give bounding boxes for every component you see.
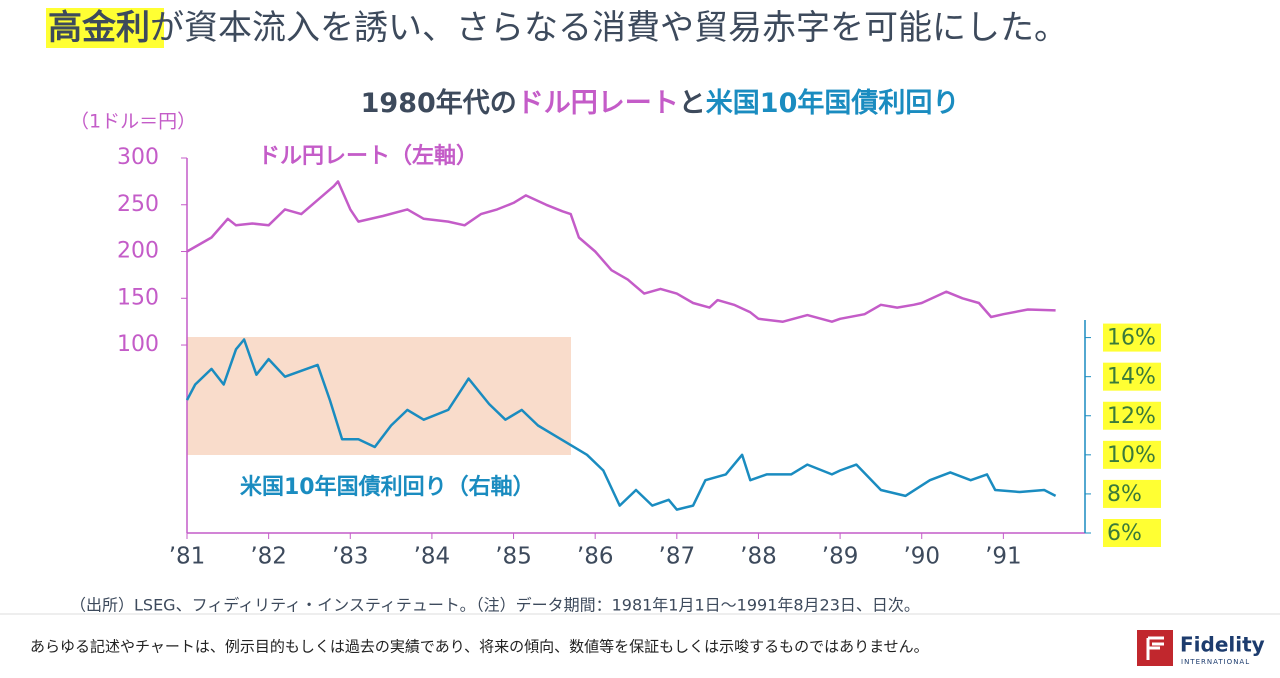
x-tick-label: ’91: [985, 544, 1022, 570]
chart-title-part: と: [679, 88, 706, 119]
x-tick-label: ’82: [250, 544, 287, 570]
y-tick-label: 100: [117, 332, 159, 357]
y2-tick-label: 8%: [1107, 482, 1142, 507]
chart-title: 1980年代のドル円レートと米国10年国債利回り: [361, 87, 960, 119]
y2-tick-label-bg: [1103, 479, 1161, 508]
x-tick-label: ’85: [495, 544, 532, 570]
title-rest: が資本流入を誘い、さらなる消費や貿易赤字を可能にした。: [150, 8, 1068, 48]
plot: 100 150 200 250 300 6% 8% 10% 12% 14% 16% ’81 ’82 ’83…: [117, 143, 1161, 570]
y2-tick-label-bg: [1103, 519, 1161, 547]
y-axis-label: （1ドル＝円）: [70, 111, 196, 133]
y2-tick-label-bg: [1103, 362, 1161, 391]
series-label: ドル円レート（左軸）: [258, 143, 478, 169]
title-highlight-bg: [46, 8, 164, 48]
y-tick-label: 150: [117, 285, 159, 310]
y2-tick-label: 14%: [1107, 365, 1156, 390]
x-tick-label: ’87: [659, 544, 696, 570]
x-tick-label: ’83: [332, 544, 369, 570]
chart-title-part: ドル円レート: [517, 88, 679, 119]
y2-tick-label-bg: [1103, 440, 1161, 469]
highlight-region: [187, 337, 571, 455]
x-tick-label: ’89: [822, 544, 859, 570]
logo-text: Fidelity: [1180, 633, 1265, 657]
series-line: [186, 180, 1056, 323]
disclaimer: あらゆる記述やチャートは、例示目的もしくは過去の実績であり、将来の傾向、数値等を…: [30, 638, 929, 656]
y2-tick-label-bg: [1103, 323, 1161, 352]
y-tick-label: 300: [117, 145, 159, 170]
chart-title-part: 1980年代の: [361, 87, 517, 119]
logo-glyph: [1146, 636, 1164, 660]
y2-tick-label: 6%: [1107, 521, 1142, 546]
x-tick-label: ’81: [169, 544, 206, 570]
x-tick-label: ’84: [414, 544, 451, 570]
x-tick-label: ’88: [740, 544, 777, 570]
series-line: [185, 338, 1057, 511]
y2-tick-label: 16%: [1107, 326, 1156, 351]
y2-tick-label-bg: [1103, 401, 1161, 430]
series-label: 米国10年国債利回り（右軸）: [240, 474, 535, 500]
y-tick-label: 200: [117, 239, 159, 264]
y2-tick-label: 10%: [1107, 443, 1156, 468]
x-tick-label: ’86: [577, 544, 614, 570]
logo-subtext: INTERNATIONAL: [1181, 658, 1250, 666]
source-note: （出所）LSEG、フィディリティ・インスティテュート。（注）データ期間：1981…: [70, 596, 920, 615]
chart-title-part: 米国10年国債利回り: [706, 87, 960, 119]
slide-title: 高金利が資本流入を誘い、さらなる消費や貿易赤字を可能にした。: [48, 8, 1068, 48]
x-tick-label: ’90: [903, 544, 940, 570]
y2-tick-label: 12%: [1107, 404, 1156, 429]
y-tick-label: 250: [117, 192, 159, 217]
title-highlight: 高金利: [48, 8, 150, 48]
